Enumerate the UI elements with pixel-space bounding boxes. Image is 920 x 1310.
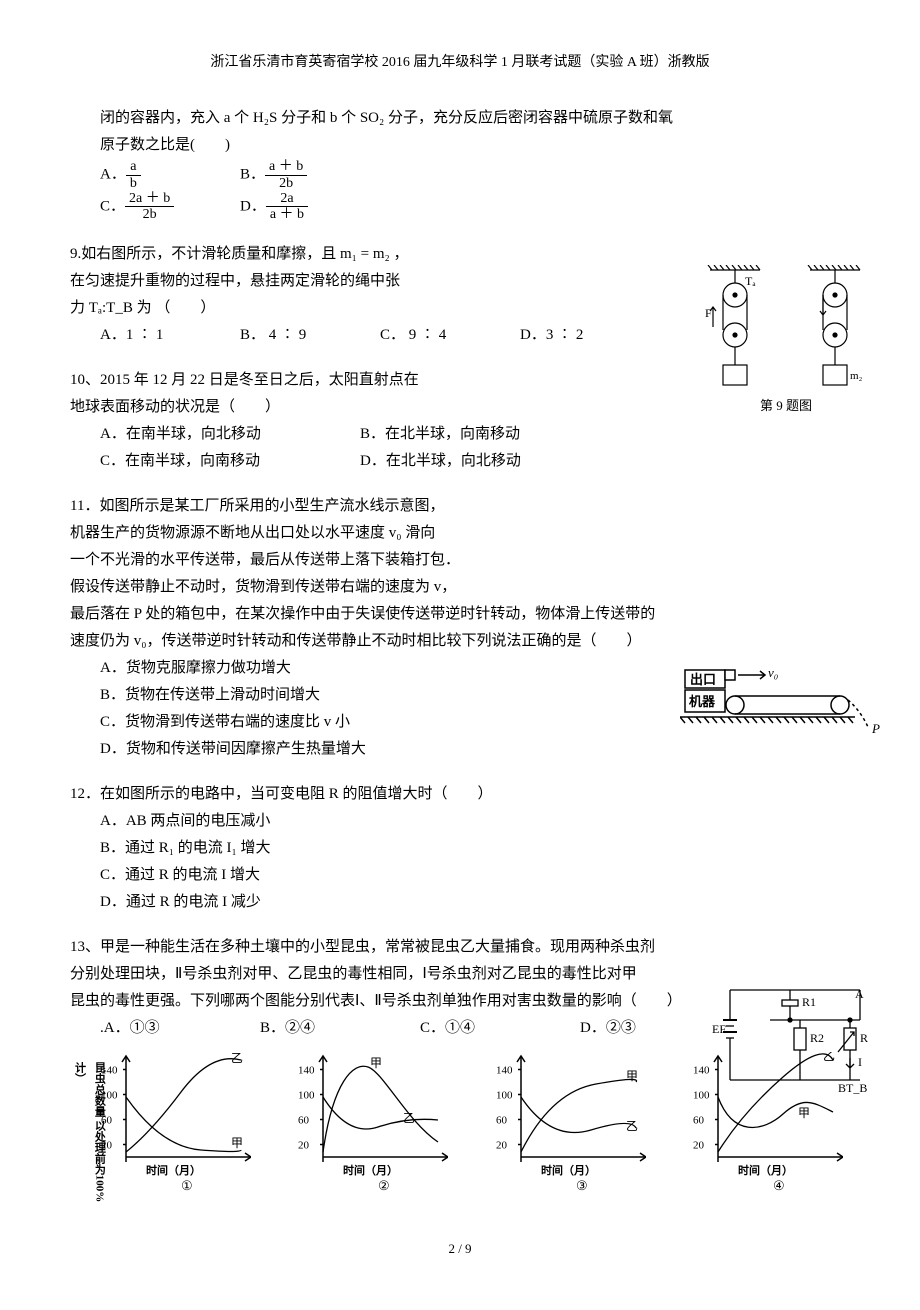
- label-m2: m₂: [850, 370, 863, 382]
- question-8: 闭的容器内，充入 a 个 H₂S 分子和 b 个 SO₂ 分子，充分反应后密闭容…: [70, 105, 850, 223]
- q10-optA: A．在南半球，向北移动: [100, 421, 360, 448]
- q13-line1: 13、甲是一种能生活在多种土壤中的小型昆虫，常常被昆虫乙大量捕食。现用两种杀虫剂: [70, 934, 850, 961]
- q9-optB: B． 4 ∶ 9: [240, 322, 380, 349]
- question-9: 9.如右图所示，不计滑轮质量和摩擦，且 m₁ = m₂ ， 在匀速提升重物的过程…: [70, 241, 850, 349]
- q11-line2: 机器生产的货物源源不断地从出口处以水平速度 v₀ 滑向: [70, 520, 850, 547]
- q9-optA: A．1 ∶ 1: [100, 322, 240, 349]
- q8-stem-2: 原子数之比是( ): [70, 132, 850, 159]
- svg-text:20: 20: [298, 1139, 310, 1151]
- q12-optA: A．AB 两点间的电压减小: [70, 808, 850, 835]
- q11-line5: 最后落在 P 处的箱包中，在某次操作中由于失误使传送带逆时针转动，物体滑上传送带…: [70, 601, 850, 628]
- svg-text:乙: 乙: [823, 1052, 835, 1063]
- q13-options: .A．①③ B．②④ C．①④ D．②③: [70, 1015, 850, 1042]
- q12-stem: 12．在如图所示的电路中，当可变电阻 R 的阻值增大时（ ）: [70, 781, 850, 808]
- chart-2: 20 60 100 140 甲乙时间（月）②: [276, 1052, 446, 1207]
- svg-text:④: ④: [773, 1178, 785, 1193]
- q13-optB: B．②④: [260, 1015, 420, 1042]
- question-10: 10、2015 年 12 月 22 日是冬至日之后，太阳直射点在 地球表面移动的…: [70, 367, 850, 475]
- q10-optC: C．在南半球，向南移动: [100, 448, 360, 475]
- label-P: P: [871, 721, 880, 736]
- q12-optD: D．通过 R 的电流 I 减少: [70, 889, 850, 916]
- question-13: 13、甲是一种能生活在多种土壤中的小型昆虫，常常被昆虫乙大量捕食。现用两种杀虫剂…: [70, 934, 850, 1207]
- q9-line1: 9.如右图所示，不计滑轮质量和摩擦，且 m₁ = m₂ ，: [70, 241, 850, 268]
- q11-optA: A．货物克服摩擦力做功增大: [70, 655, 850, 682]
- q8-optA-frac: ab: [126, 159, 141, 191]
- q11-line4: 假设传送带静止不动时，货物滑到传送带右端的速度为 v，: [70, 574, 850, 601]
- svg-text:①: ①: [181, 1178, 193, 1193]
- svg-text:140: 140: [298, 1064, 315, 1076]
- svg-text:60: 60: [298, 1114, 310, 1126]
- svg-text:时间（月）: 时间（月）: [343, 1163, 398, 1177]
- label-I: I: [858, 1055, 862, 1069]
- trajectory: [848, 700, 868, 727]
- chart-3: 20 60 100 140 甲乙时间（月）③: [474, 1052, 644, 1207]
- svg-text:20: 20: [693, 1139, 705, 1151]
- q11-optB: B．货物在传送带上滑动时间增大: [70, 682, 850, 709]
- q10-opts-row2: C．在南半球，向南移动 D．在北半球，向北移动: [70, 448, 850, 475]
- question-11: 11．如图所示是某工厂所采用的小型生产流水线示意图， 机器生产的货物源源不断地从…: [70, 493, 850, 763]
- svg-text:乙: 乙: [626, 1119, 638, 1133]
- q13-optD: D．②③: [580, 1015, 720, 1042]
- q8-optC-frac: 2a ＋ b2b: [125, 191, 174, 223]
- svg-text:100: 100: [693, 1089, 710, 1101]
- q13-charts: 昆虫总数量 以处理前为100%计）2060100140乙甲时间（月）①20601…: [70, 1052, 850, 1207]
- svg-text:甲: 甲: [798, 1106, 810, 1120]
- svg-text:乙: 乙: [403, 1111, 415, 1125]
- question-12: 12．在如图所示的电路中，当可变电阻 R 的阻值增大时（ ） A．AB 两点间的…: [70, 781, 850, 916]
- charts-ylabel: 昆虫总数量 以处理前为100%计）: [69, 1062, 109, 1207]
- svg-text:60: 60: [496, 1114, 508, 1126]
- svg-text:140: 140: [693, 1064, 710, 1076]
- q9-line2: 在匀速提升重物的过程中，悬挂两定滑轮的绳中张: [70, 268, 850, 295]
- q8-optB-frac: a ＋ b2b: [265, 159, 307, 191]
- chart-4: 20 60 100 140 乙甲时间（月）④: [671, 1052, 841, 1207]
- q12-optB: B．通过 R₁ 的电流 I₁ 增大: [70, 835, 850, 862]
- svg-text:60: 60: [693, 1114, 705, 1126]
- q9-options: A．1 ∶ 1 B． 4 ∶ 9 C． 9 ∶ 4 D．3 ∶ 2: [70, 322, 850, 349]
- q13-line3: 昆虫的毒性更强。下列哪两个图能分别代表Ⅰ、Ⅱ号杀虫剂单独作用对害虫数量的影响（ …: [70, 988, 850, 1015]
- q8-optD-label: D．: [240, 198, 266, 214]
- q11-optC: C．货物滑到传送带右端的速度比 v 小: [70, 709, 850, 736]
- q10-opts-row1: A．在南半球，向北移动 B．在北半球，向南移动: [70, 421, 850, 448]
- q9-line3: 力 Tₐ:T_B 为 （ ）: [70, 295, 850, 322]
- svg-text:20: 20: [496, 1139, 508, 1151]
- q9-optD: D．3 ∶ 2: [520, 322, 660, 349]
- svg-text:③: ③: [576, 1178, 588, 1193]
- q10-line2: 地球表面移动的状况是（ ）: [70, 394, 850, 421]
- q10-line1: 10、2015 年 12 月 22 日是冬至日之后，太阳直射点在: [70, 367, 850, 394]
- q9-optC: C． 9 ∶ 4: [380, 322, 520, 349]
- q10-optD: D．在北半球，向北移动: [360, 448, 540, 475]
- q13-line2: 分别处理田块，Ⅱ号杀虫剂对甲、乙昆虫的毒性相同，Ⅰ号杀虫剂对乙昆虫的毒性比对甲: [70, 961, 850, 988]
- q8-optD-frac: 2aa ＋ b: [266, 191, 308, 223]
- chart-1: 昆虫总数量 以处理前为100%计）2060100140乙甲时间（月）①: [79, 1052, 249, 1207]
- q8-stem-1: 闭的容器内，充入 a 个 H₂S 分子和 b 个 SO₂ 分子，充分反应后密闭容…: [70, 105, 850, 132]
- svg-text:时间（月）: 时间（月）: [541, 1163, 596, 1177]
- content-area: 闭的容器内，充入 a 个 H₂S 分子和 b 个 SO₂ 分子，充分反应后密闭容…: [70, 105, 850, 1207]
- svg-text:100: 100: [496, 1089, 513, 1101]
- q13-optA: .A．①③: [100, 1015, 260, 1042]
- q8-optC-label: C．: [100, 198, 125, 214]
- q11-line6: 速度仍为 v₀，传送带逆时针转动和传送带静止不动时相比较下列说法正确的是（ ）: [70, 628, 850, 655]
- svg-text:时间（月）: 时间（月）: [146, 1163, 201, 1177]
- svg-text:100: 100: [298, 1089, 315, 1101]
- svg-text:乙: 乙: [231, 1052, 243, 1065]
- q12-optC: C．通过 R 的电流 I 增大: [70, 862, 850, 889]
- page-header: 浙江省乐清市育英寄宿学校 2016 届九年级科学 1 月联考试题（实验 A 班）…: [70, 50, 850, 75]
- svg-text:140: 140: [496, 1064, 513, 1076]
- q13-optC: C．①④: [420, 1015, 580, 1042]
- page-footer: 2 / 9: [70, 1237, 850, 1260]
- q8-options-row2: C．2a ＋ b2b D．2aa ＋ b: [70, 191, 850, 223]
- q10-optB: B．在北半球，向南移动: [360, 421, 540, 448]
- label-R: R: [860, 1031, 868, 1045]
- svg-text:甲: 甲: [231, 1136, 243, 1150]
- q8-optA-label: A．: [100, 167, 126, 183]
- q8-options-row1: A．ab B．a ＋ b2b: [70, 159, 850, 191]
- q11-line1: 11．如图所示是某工厂所采用的小型生产流水线示意图，: [70, 493, 850, 520]
- q11-line3: 一个不光滑的水平传送带，最后从传送带上落下装箱打包．: [70, 547, 850, 574]
- q11-optD: D．货物和传送带间因摩擦产生热量增大: [70, 736, 850, 763]
- svg-text:甲: 甲: [370, 1056, 382, 1070]
- q8-optB-label: B．: [240, 167, 265, 183]
- svg-text:时间（月）: 时间（月）: [738, 1163, 793, 1177]
- svg-text:甲: 甲: [626, 1069, 638, 1083]
- svg-text:②: ②: [378, 1178, 390, 1193]
